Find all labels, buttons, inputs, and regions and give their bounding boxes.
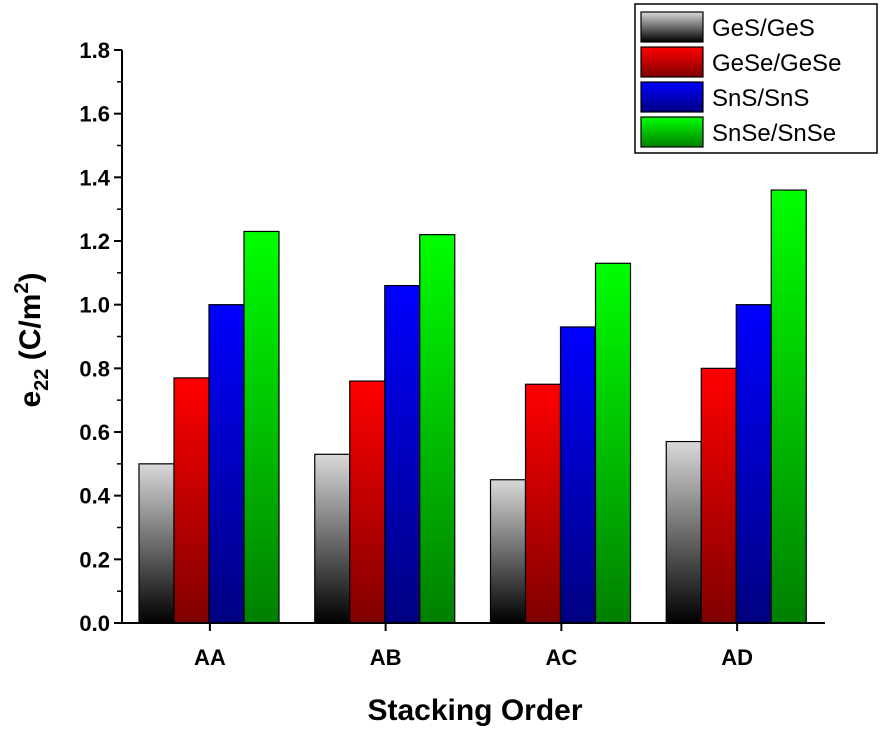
- legend: GeS/GeS GeSe/GeSe SnS/SnS SnSe/SnSe: [634, 3, 878, 154]
- x-tick-label-ab: AB: [370, 645, 402, 670]
- bar-ab-sns-sns: [384, 284, 421, 624]
- bars-layer: [138, 189, 807, 624]
- bar-ad-sns-sns: [735, 304, 772, 624]
- legend-label: SnS/SnS: [712, 85, 809, 112]
- y-tick-label: 0.8: [79, 356, 110, 381]
- legend-label: SnSe/SnSe: [712, 120, 836, 147]
- x-axis-title: Stacking Order: [367, 694, 582, 727]
- y-tick-label: 1.8: [79, 38, 110, 63]
- bar-ac-gese-gese: [524, 383, 562, 624]
- bar-aa-snse-snse: [243, 230, 280, 624]
- x-tick-label-aa: AA: [194, 645, 226, 670]
- x-tick-label-ac: AC: [545, 645, 577, 670]
- y-tick-label: 1.2: [79, 229, 110, 254]
- x-tick-label-ad: AD: [721, 645, 753, 670]
- y-tick-label: 1.6: [79, 102, 110, 127]
- y-tick-label: 0.4: [79, 484, 110, 509]
- legend-label: GeSe/GeSe: [712, 50, 841, 77]
- y-ticks: 0.0 0.2 0.4 0.6 0.8 1.0 1.2 1.4 1.6 1.8: [79, 38, 122, 636]
- y-tick-label: 0.6: [79, 420, 110, 445]
- bar-ab-snse-snse: [419, 234, 456, 624]
- bar-ad-snse-snse: [770, 189, 807, 624]
- bar-ac-ges-ges: [489, 479, 527, 624]
- bar-ac-snse-snse: [594, 262, 632, 624]
- legend-swatch: [640, 11, 704, 43]
- y-tick-label: 0.0: [79, 611, 110, 636]
- y-tick-label: 1.4: [79, 165, 110, 190]
- bar-aa-sns-sns: [208, 304, 245, 624]
- y-axis-title-sup: 2: [11, 282, 33, 293]
- x-tick-labels: AA AB AC AD: [194, 623, 753, 670]
- y-axis-title-unit: (C/m: [14, 294, 47, 369]
- y-tick-label: 1.0: [79, 293, 110, 318]
- bar-aa-gese-gese: [173, 377, 210, 624]
- bar-ac-sns-sns: [559, 326, 597, 624]
- legend-label: GeS/GeS: [712, 15, 815, 42]
- y-axis-title-sub: 22: [31, 369, 53, 391]
- bar-ab-ges-ges: [314, 453, 351, 624]
- y-axis-title-base: e: [14, 391, 47, 408]
- y-tick-label: 0.2: [79, 547, 110, 572]
- y-axis-title-close: ): [14, 272, 47, 282]
- bar-aa-ges-ges: [138, 463, 175, 624]
- legend-swatch: [640, 116, 704, 148]
- y-axis-title: e22 (C/m2): [11, 272, 53, 407]
- legend-swatch: [640, 46, 704, 78]
- bar-ad-gese-gese: [700, 367, 737, 624]
- legend-swatch: [640, 81, 704, 113]
- bar-ad-ges-ges: [665, 440, 702, 624]
- bar-ab-gese-gese: [349, 380, 386, 624]
